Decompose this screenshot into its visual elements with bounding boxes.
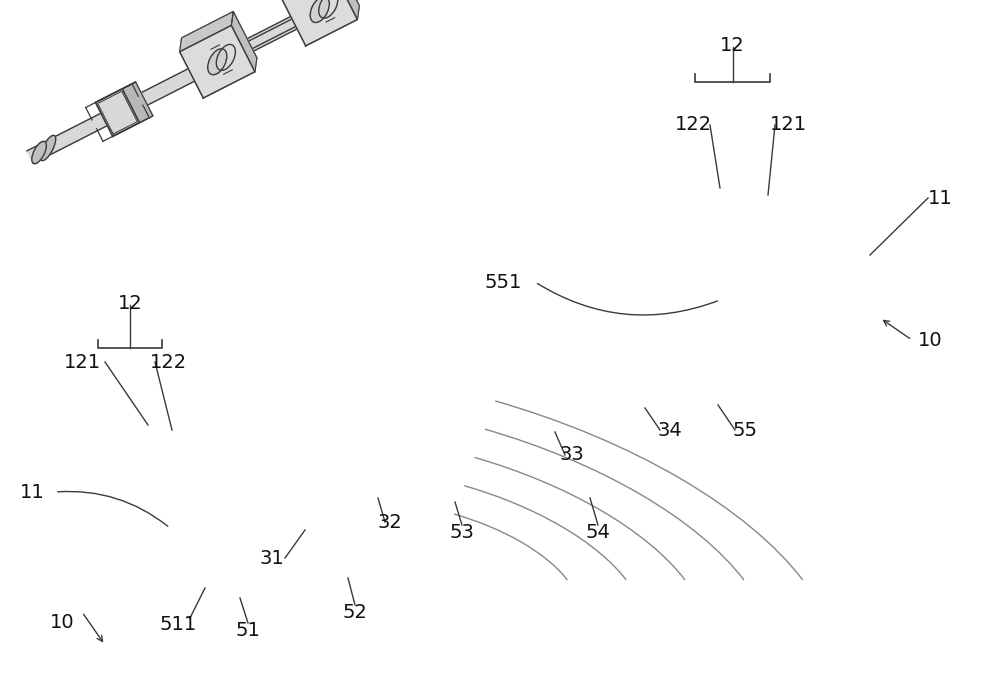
Text: 52: 52 bbox=[343, 603, 367, 622]
Ellipse shape bbox=[319, 0, 338, 18]
Text: 10: 10 bbox=[918, 331, 942, 349]
Polygon shape bbox=[180, 12, 233, 52]
Ellipse shape bbox=[32, 141, 46, 164]
Ellipse shape bbox=[310, 0, 329, 22]
Text: 55: 55 bbox=[732, 420, 758, 439]
Text: 121: 121 bbox=[63, 352, 101, 372]
Text: 11: 11 bbox=[928, 189, 952, 207]
Polygon shape bbox=[27, 0, 844, 164]
Text: 51: 51 bbox=[236, 621, 260, 640]
Text: 33: 33 bbox=[560, 445, 584, 464]
Polygon shape bbox=[334, 0, 359, 19]
Polygon shape bbox=[282, 0, 357, 46]
Ellipse shape bbox=[40, 135, 56, 161]
Polygon shape bbox=[229, 13, 308, 58]
Ellipse shape bbox=[216, 45, 235, 70]
Polygon shape bbox=[96, 89, 139, 136]
Text: 34: 34 bbox=[658, 420, 682, 439]
Text: 10: 10 bbox=[50, 612, 74, 631]
Polygon shape bbox=[96, 82, 136, 102]
Text: 32: 32 bbox=[378, 512, 402, 532]
Text: 54: 54 bbox=[586, 523, 610, 541]
Text: 122: 122 bbox=[149, 352, 187, 372]
Text: 551: 551 bbox=[484, 273, 522, 292]
Text: 122: 122 bbox=[674, 116, 712, 134]
Polygon shape bbox=[231, 12, 257, 72]
Polygon shape bbox=[122, 82, 153, 122]
Text: 121: 121 bbox=[769, 116, 807, 134]
Text: 11: 11 bbox=[20, 482, 44, 502]
Polygon shape bbox=[182, 12, 257, 84]
Text: 12: 12 bbox=[720, 36, 745, 55]
Text: 511: 511 bbox=[159, 615, 197, 635]
Polygon shape bbox=[180, 26, 255, 98]
Polygon shape bbox=[109, 82, 153, 129]
Polygon shape bbox=[284, 0, 359, 32]
Text: 12: 12 bbox=[118, 294, 142, 313]
Text: 53: 53 bbox=[450, 523, 474, 541]
Text: 31: 31 bbox=[260, 548, 284, 567]
Ellipse shape bbox=[208, 49, 227, 74]
